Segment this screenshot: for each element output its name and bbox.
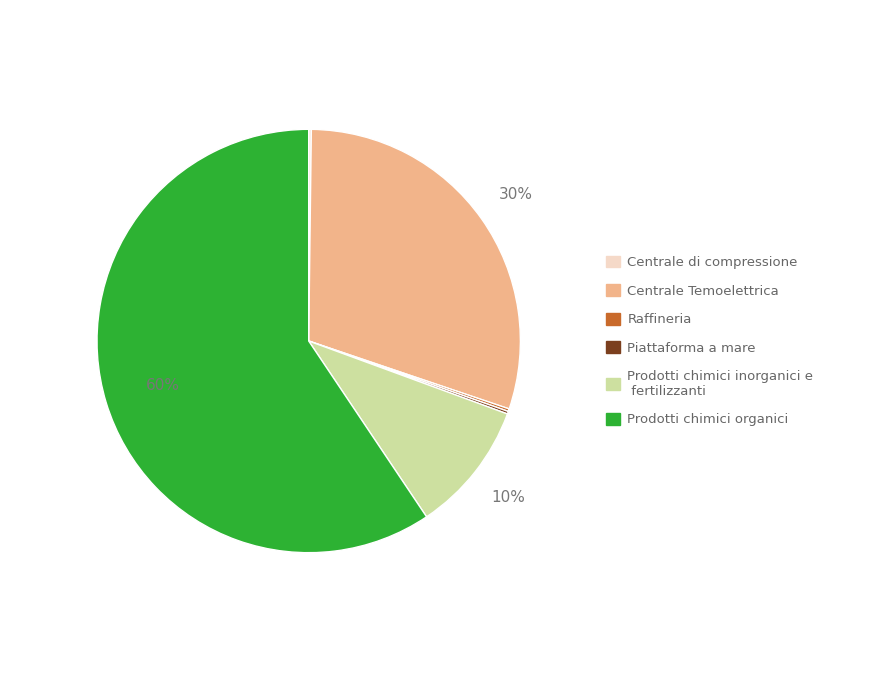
Text: 30%: 30% <box>499 187 533 202</box>
Wedge shape <box>97 130 427 552</box>
Wedge shape <box>309 130 311 341</box>
Legend: Centrale di compressione, Centrale Temoelettrica, Raffineria, Piattaforma a mare: Centrale di compressione, Centrale Temoe… <box>606 256 813 426</box>
Wedge shape <box>309 341 507 517</box>
Wedge shape <box>309 341 508 414</box>
Wedge shape <box>309 130 520 409</box>
Text: 60%: 60% <box>146 378 180 393</box>
Wedge shape <box>309 341 509 411</box>
Text: 10%: 10% <box>491 490 526 505</box>
